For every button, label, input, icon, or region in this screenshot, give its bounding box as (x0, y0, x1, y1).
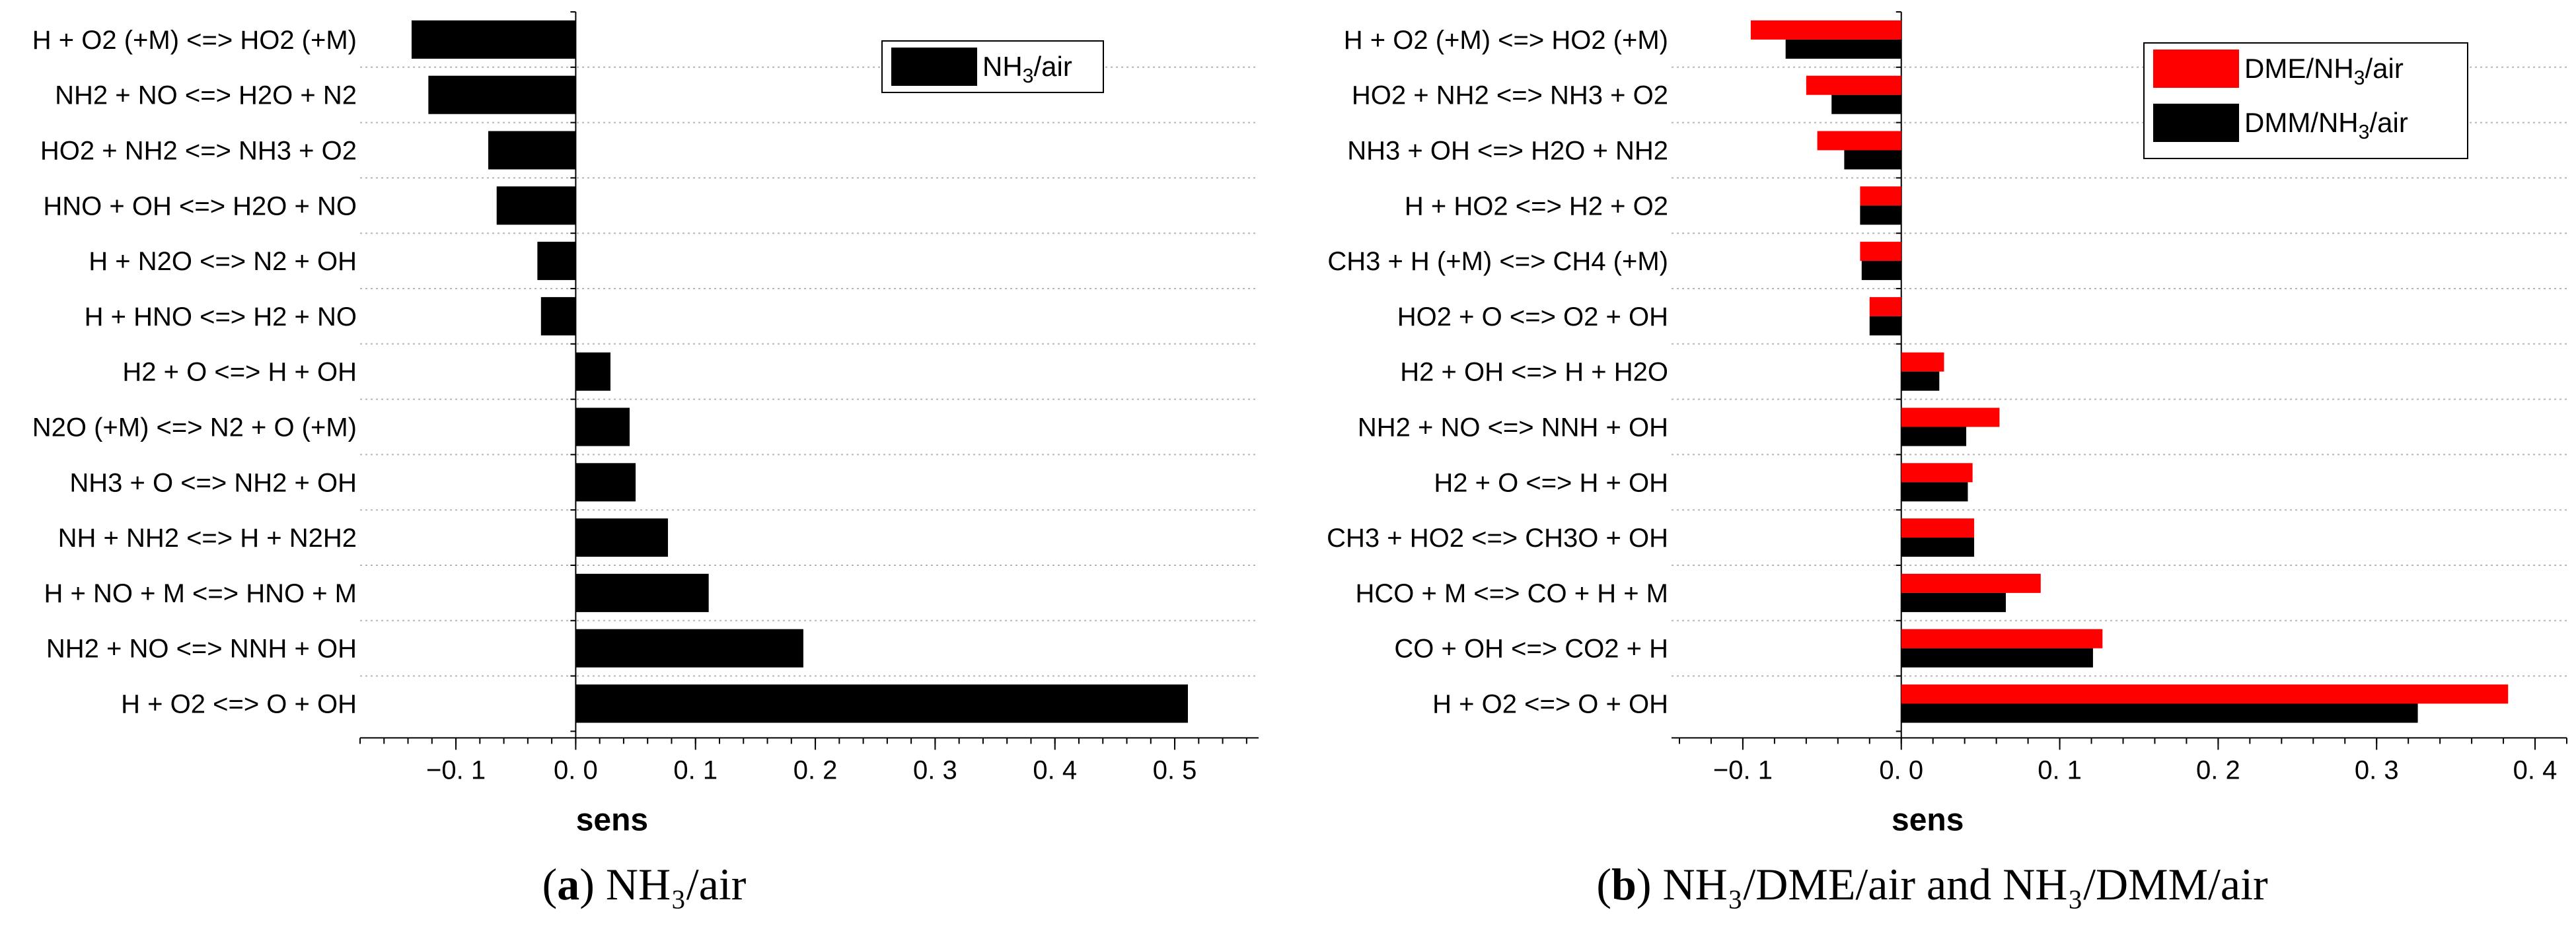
chart-a-bar-s0-3 (496, 186, 576, 225)
chart-b-bar-s1-8 (1901, 482, 1968, 502)
chart-b-category-label: H + HO2 <=> H2 + O2 (1405, 192, 1668, 221)
chart-b-category-label: H + O2 <=> O + OH (1432, 690, 1668, 719)
chart-a-bar-s0-12 (575, 684, 1189, 723)
chart-b-bar-s0-0 (1750, 20, 1901, 40)
chart-b-bar-s0-10 (1901, 573, 2041, 593)
chart-a-category-label: H + O2 (+M) <=> HO2 (+M) (32, 26, 357, 55)
chart-b-bar-s1-1 (1831, 94, 1901, 114)
chart-a-x-axis-label: sens (576, 802, 648, 837)
chart-b-bar-s1-4 (1861, 261, 1901, 281)
chart-b-bar-s0-7 (1901, 407, 2000, 427)
chart-b-bar-s1-5 (1869, 316, 1901, 335)
chart-a-bar-s0-9 (575, 518, 669, 557)
chart-b-bar-s1-11 (1901, 648, 2093, 668)
chart-a-nh3-air: H + O2 (+M) <=> HO2 (+M) NH2 + NO <=> H2O… (32, 11, 1259, 837)
chart-b-x-tick-label: 0. 3 (2355, 755, 2399, 785)
chart-a-x-tick-label: 0. 1 (673, 755, 718, 785)
chart-b-category-label: HCO + M <=> CO + H + M (1356, 579, 1668, 608)
chart-a-bar-s0-7 (575, 407, 630, 446)
chart-b-category-label: HO2 + NH2 <=> NH3 + O2 (1352, 81, 1668, 110)
chart-a-bar-s0-1 (428, 75, 576, 114)
chart-b-bar-s1-6 (1901, 371, 1940, 391)
chart-a-category-label: NH2 + NO <=> H2O + N2 (55, 81, 357, 110)
caption-a-text: NH₃/air (594, 859, 747, 909)
chart-b-bar-s0-11 (1901, 629, 2103, 648)
chart-b-bar-s0-12 (1901, 684, 2509, 704)
chart-b-bar-s1-0 (1785, 39, 1901, 59)
chart-b-legend-label-1: DMM/NH3/air (2244, 107, 2408, 143)
chart-a-bar-s0-8 (575, 463, 636, 502)
chart-b-legend-label-0: DME/NH3/air (2244, 53, 2404, 89)
chart-a-category-label: H + O2 <=> O + OH (121, 690, 357, 719)
chart-b-bar-s1-7 (1901, 427, 1967, 446)
chart-a-bar-s0-0 (411, 20, 576, 59)
chart-b-bar-s0-2 (1817, 131, 1901, 151)
chart-b-category-label: CH3 + H (+M) <=> CH4 (+M) (1327, 247, 1668, 276)
chart-a-category-label: H + NO + M <=> HNO + M (44, 579, 357, 608)
caption-a-close: ) (579, 859, 595, 909)
chart-b-bar-s1-3 (1860, 205, 1901, 225)
chart-b-bar-s0-8 (1901, 463, 1973, 483)
chart-a-category-label: NH + NH2 <=> H + N2H2 (58, 524, 357, 553)
chart-b-x-tick-label: 0. 4 (2513, 755, 2558, 785)
chart-b-bar-s0-3 (1860, 186, 1901, 206)
caption-a-open: ( (542, 859, 558, 909)
chart-a-x-tick-label: 0. 3 (913, 755, 957, 785)
chart-b-category-label: CO + OH <=> CO2 + H (1394, 635, 1668, 664)
caption-b: (b) NH₃/DME/air and NH₃/DMM/air (1288, 858, 2576, 931)
chart-b-bar-s1-2 (1844, 150, 1901, 170)
chart-b-bar-s0-6 (1901, 352, 1944, 372)
chart-b-category-label: NH2 + NO <=> NNH + OH (1358, 413, 1668, 442)
chart-a-category-label: H + HNO <=> H2 + NO (85, 302, 357, 332)
chart-b-bar-s1-10 (1901, 592, 2006, 612)
chart-b-category-label: CH3 + HO2 <=> CH3O + OH (1327, 524, 1668, 553)
caption-a-label: a (557, 859, 580, 909)
chart-b-x-tick-label: −0. 1 (1713, 755, 1773, 785)
chart-b-category-label: H2 + OH <=> H + H2O (1400, 358, 1668, 387)
chart-b-category-label: H2 + O <=> H + OH (1434, 468, 1668, 497)
chart-b-dme-dmm: H + O2 (+M) <=> HO2 (+M) HO2 + NH2 <=> NH… (1327, 11, 2567, 837)
chart-b-legend-swatch-0 (2153, 50, 2239, 88)
chart-a-bar-s0-10 (575, 573, 709, 612)
chart-b-bar-s0-5 (1869, 297, 1901, 316)
caption-b-label: b (1611, 859, 1637, 909)
chart-b-bar-s0-9 (1901, 518, 1975, 538)
chart-a-bar-s0-4 (537, 242, 576, 281)
chart-a-bar-s0-5 (540, 297, 576, 335)
chart-a-category-label: H2 + O <=> H + OH (122, 358, 357, 387)
chart-b-legend-swatch-1 (2153, 104, 2239, 142)
chart-b-bar-s1-9 (1901, 538, 1975, 557)
chart-b-category-label: NH3 + OH <=> H2O + NH2 (1347, 137, 1668, 166)
chart-a-x-tick-label: 0. 5 (1153, 755, 1197, 785)
chart-a-category-label: NH3 + O <=> NH2 + OH (69, 468, 357, 497)
chart-b-category-label: H + O2 (+M) <=> HO2 (+M) (1344, 26, 1668, 55)
chart-a-category-label: NH2 + NO <=> NNH + OH (46, 635, 357, 664)
chart-b-x-axis-label: sens (1892, 802, 1964, 837)
chart-a-x-tick-label: 0. 4 (1033, 755, 1077, 785)
chart-a-category-label: H + N2O <=> N2 + OH (89, 247, 357, 276)
chart-a-x-tick-label: −0. 1 (426, 755, 486, 785)
chart-b-x-tick-label: 0. 2 (2196, 755, 2240, 785)
chart-b-bar-s0-1 (1806, 75, 1901, 95)
caption-b-open: ( (1596, 859, 1611, 909)
chart-b-category-label: HO2 + O <=> O2 + OH (1397, 302, 1668, 332)
caption-b-close: ) (1636, 859, 1652, 909)
chart-a-bar-s0-11 (575, 629, 803, 668)
chart-b-bar-s1-12 (1901, 703, 2418, 723)
chart-a-bar-s0-2 (488, 131, 576, 170)
chart-a-category-label: HNO + OH <=> H2O + NO (43, 192, 357, 221)
chart-a-x-tick-label: 0. 0 (554, 755, 598, 785)
chart-a-legend-swatch-0 (891, 48, 977, 86)
chart-a-category-label: N2O (+M) <=> N2 + O (+M) (32, 413, 357, 442)
chart-b-x-tick-label: 0. 1 (2038, 755, 2082, 785)
chart-a-bar-s0-6 (575, 352, 610, 391)
caption-b-text: NH₃/DME/air and NH₃/DMM/air (1651, 859, 2268, 909)
chart-a-category-label: HO2 + NH2 <=> NH3 + O2 (40, 137, 357, 166)
chart-a-legend-label-0: NH3/air (982, 51, 1072, 87)
chart-b-bar-s0-4 (1860, 242, 1901, 262)
chart-a-x-tick-label: 0. 2 (793, 755, 838, 785)
caption-a: (a) NH₃/air (0, 858, 1288, 931)
chart-b-x-tick-label: 0. 0 (1879, 755, 1923, 785)
